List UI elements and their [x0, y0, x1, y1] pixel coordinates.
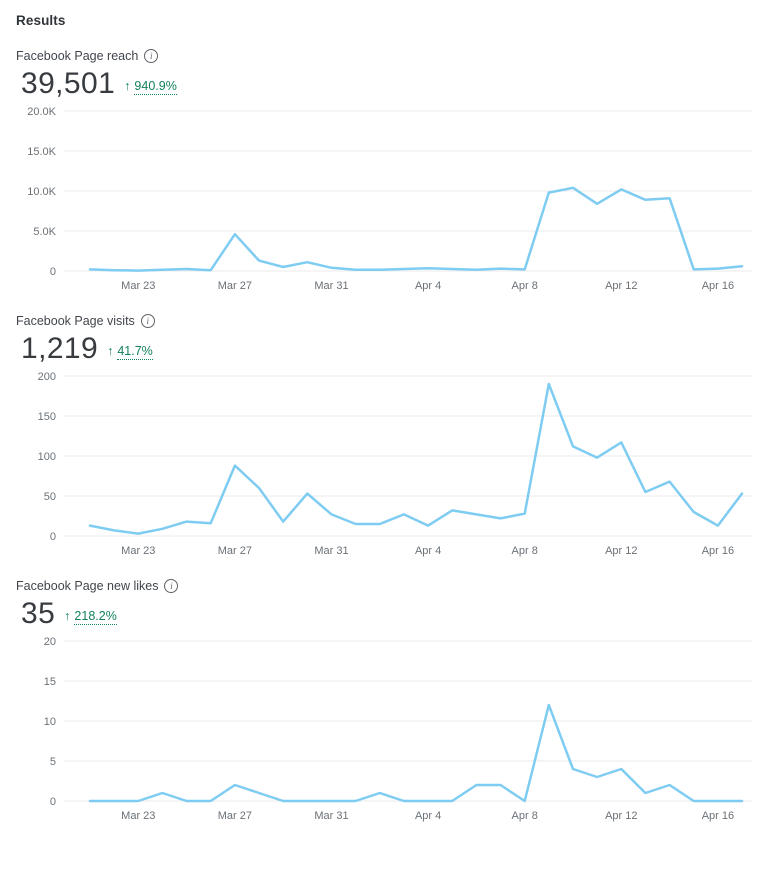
x-tick-label: Mar 23	[121, 545, 155, 557]
y-tick-label: 15	[44, 676, 56, 688]
y-tick-label: 10.0K	[27, 186, 56, 198]
x-tick-label: Apr 16	[702, 545, 734, 557]
y-tick-label: 10	[44, 716, 56, 728]
visits-metric-row: 1,219 ↑ 41.7%	[21, 333, 756, 365]
reach-line-chart[interactable]: 20.0K 15.0K 10.0K 5.0K 0 Mar 23 Mar 27 Mar 31 Ap…	[16, 102, 756, 293]
y-tick-label: 15.0K	[27, 146, 56, 158]
change-badge-visits[interactable]: ↑ 41.7%	[107, 344, 153, 365]
x-tick-label: Mar 23	[121, 280, 155, 292]
reach-metric-row: 39,501 ↑ 940.9%	[21, 68, 756, 100]
change-percent-new-likes: 218.2%	[74, 609, 117, 625]
y-tick-label: 20.0K	[27, 106, 56, 118]
data-line[interactable]	[88, 382, 744, 535]
reach-section: Facebook Page reach i 39,501 ↑ 940.9% 20…	[16, 49, 756, 293]
reach-title-row: Facebook Page reach i	[16, 49, 756, 63]
x-tick-label: Mar 27	[218, 545, 252, 557]
up-arrow-icon: ↑	[124, 79, 131, 93]
x-tick-label: Apr 12	[605, 545, 637, 557]
metric-title-new-likes: Facebook Page new likes	[16, 579, 159, 593]
metric-title-reach: Facebook Page reach	[16, 49, 139, 63]
y-tick-label: 100	[38, 451, 56, 463]
visits-section: Facebook Page visits i 1,219 ↑ 41.7% 200…	[16, 314, 756, 558]
y-tick-label: 0	[50, 531, 56, 543]
y-tick-label: 50	[44, 491, 56, 503]
x-tick-label: Apr 16	[702, 280, 734, 292]
x-tick-label: Apr 4	[415, 545, 441, 557]
x-tick-label: Apr 16	[702, 810, 734, 822]
y-tick-label: 0	[50, 796, 56, 808]
up-arrow-icon: ↑	[107, 344, 114, 358]
metric-value-new-likes: 35	[21, 597, 56, 630]
x-tick-label: Mar 23	[121, 810, 155, 822]
x-tick-label: Mar 27	[218, 810, 252, 822]
change-badge-reach[interactable]: ↑ 940.9%	[124, 79, 177, 100]
x-tick-label: Apr 8	[512, 545, 538, 557]
x-tick-label: Apr 8	[512, 810, 538, 822]
metric-value-visits: 1,219	[21, 332, 99, 365]
line-chart-svg: 20.0K 15.0K 10.0K 5.0K 0 Mar 23 Mar 27 Mar 31 Ap…	[27, 106, 752, 292]
change-percent-visits: 41.7%	[117, 344, 153, 360]
info-icon[interactable]: i	[144, 49, 159, 63]
data-line[interactable]	[88, 703, 744, 803]
x-tick-label: Mar 27	[218, 280, 252, 292]
x-tick-label: Apr 12	[605, 810, 637, 822]
x-tick-label: Apr 4	[415, 280, 441, 292]
metric-title-visits: Facebook Page visits	[16, 314, 135, 328]
x-tick-label: Apr 12	[605, 280, 637, 292]
y-tick-label: 200	[38, 371, 56, 383]
x-tick-label: Mar 31	[314, 810, 348, 822]
info-icon[interactable]: i	[140, 314, 155, 328]
x-tick-label: Apr 8	[512, 280, 538, 292]
line-chart-svg: 20 15 10 5 0 Mar 23 Mar 27 Mar 31 Apr 4 Apr 8 Apr …	[44, 636, 752, 822]
y-tick-label: 5.0K	[33, 226, 56, 238]
metric-value-reach: 39,501	[21, 67, 116, 100]
new-likes-title-row: Facebook Page new likes i	[16, 579, 756, 593]
visits-line-chart[interactable]: 200 150 100 50 0 Mar 23 Mar 27 Mar 31 Apr 4 Apr 8…	[16, 367, 756, 558]
page-title: Results	[16, 13, 66, 28]
y-tick-label: 5	[50, 756, 56, 768]
visits-title-row: Facebook Page visits i	[16, 314, 756, 328]
y-tick-label: 150	[38, 411, 56, 423]
change-percent-reach: 940.9%	[134, 79, 177, 95]
new-likes-section: Facebook Page new likes i 35 ↑ 218.2% 20…	[16, 579, 756, 823]
new-likes-metric-row: 35 ↑ 218.2%	[21, 598, 756, 630]
info-icon[interactable]: i	[164, 579, 179, 593]
data-line[interactable]	[88, 186, 744, 272]
new-likes-line-chart[interactable]: 20 15 10 5 0 Mar 23 Mar 27 Mar 31 Apr 4 Apr 8 Apr …	[16, 632, 756, 823]
y-tick-label: 0	[50, 266, 56, 278]
line-chart-svg: 200 150 100 50 0 Mar 23 Mar 27 Mar 31 Apr 4 Apr 8…	[38, 371, 752, 557]
up-arrow-icon: ↑	[64, 609, 71, 623]
x-tick-label: Mar 31	[314, 280, 348, 292]
x-tick-label: Mar 31	[314, 545, 348, 557]
x-tick-label: Apr 4	[415, 810, 441, 822]
change-badge-new-likes[interactable]: ↑ 218.2%	[64, 609, 117, 630]
y-tick-label: 20	[44, 636, 56, 648]
